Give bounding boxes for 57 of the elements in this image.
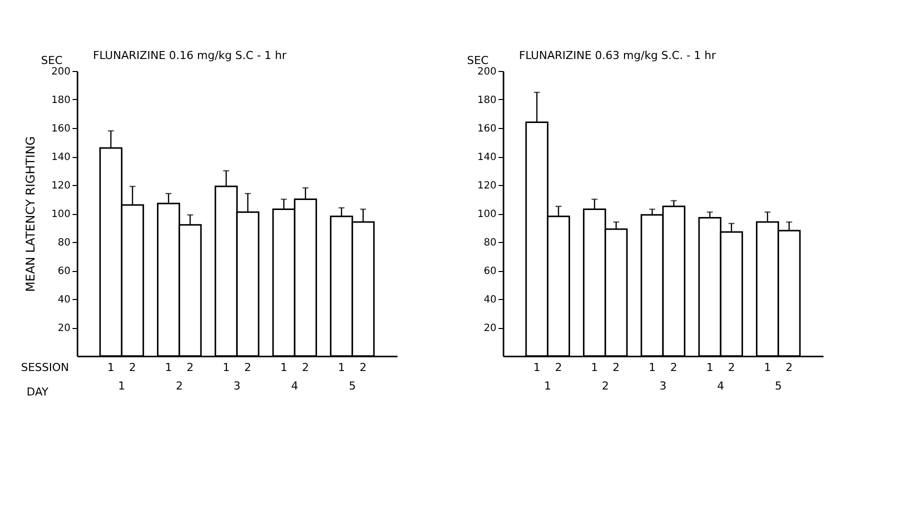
category-label: 1 xyxy=(706,361,714,374)
text: SEC xyxy=(467,54,489,67)
category-label: 2 xyxy=(186,361,194,374)
series-label: 2 xyxy=(554,361,562,374)
y-tick-label: 120 xyxy=(477,180,496,192)
y-tick-label: 80 xyxy=(58,238,70,248)
y-tick-label: 180 xyxy=(51,95,70,106)
text: 1 xyxy=(222,361,230,374)
series-label: 2 xyxy=(128,361,136,374)
x-axis-title: DAY xyxy=(26,386,49,398)
y-tick-label: 20 xyxy=(58,323,70,334)
category-label: 1 xyxy=(764,361,772,374)
y-tick-label: 60 xyxy=(484,266,496,277)
y-tick-label: 100 xyxy=(51,209,70,220)
category-label: 1 xyxy=(338,361,346,374)
category-label: 2 xyxy=(360,361,367,374)
x-tick-label: 1 xyxy=(544,380,552,392)
series-label: 1 xyxy=(533,361,540,374)
y-tick-label: 200 xyxy=(51,66,70,78)
category-label: 1 xyxy=(591,361,598,374)
text: 2 xyxy=(244,361,252,374)
category-label: 2 xyxy=(670,361,678,374)
y-tick-label: 80 xyxy=(484,238,496,248)
y-tick-label: 60 xyxy=(58,266,70,277)
y-tick-label: 160 xyxy=(477,124,496,134)
x-tick-label: 1 xyxy=(118,380,126,392)
y-tick-label: 200 xyxy=(477,66,496,78)
category-label: 2 xyxy=(302,361,309,374)
category-label: 1 xyxy=(280,361,288,374)
x-tick-label: 3 xyxy=(660,380,666,392)
y-tick-label: 180 xyxy=(477,95,496,106)
y-tick-label: 120 xyxy=(51,180,70,192)
y-tick-label: 40 xyxy=(58,294,70,306)
y-tick-label: 140 xyxy=(51,152,70,163)
x-tick-label: 5 xyxy=(774,380,782,392)
category-label: 1 xyxy=(648,361,656,374)
text: SESSION xyxy=(20,361,69,374)
y-tick-label: 20 xyxy=(484,323,496,334)
x-tick-label: 4 xyxy=(291,380,298,392)
category-label: 1 xyxy=(165,361,172,374)
y-tick-label: 160 xyxy=(51,124,70,134)
y-tick-label: 40 xyxy=(484,294,496,306)
category-label: 2 xyxy=(786,361,793,374)
x-tick-label: 2 xyxy=(602,380,609,392)
x-tick-label: 4 xyxy=(717,380,724,392)
y-tick-label: 100 xyxy=(477,209,496,220)
category-label: 2 xyxy=(728,361,735,374)
category-label: 2 xyxy=(612,361,620,374)
x-tick-label: 5 xyxy=(348,380,356,392)
text: SEC xyxy=(41,54,63,67)
series-label: 1 xyxy=(107,361,114,374)
y-tick-label: 140 xyxy=(477,152,496,163)
x-tick-label: 2 xyxy=(176,380,183,392)
chart-title: FLUNARIZINE 0.63 mg/kg S.C. - 1 hr xyxy=(519,49,716,62)
y-axis-title: MEAN LATENCY RIGHTING xyxy=(23,136,38,292)
x-tick-label: 3 xyxy=(234,380,240,392)
chart-title: FLUNARIZINE 0.16 mg/kg S.C - 1 hr xyxy=(93,49,287,62)
